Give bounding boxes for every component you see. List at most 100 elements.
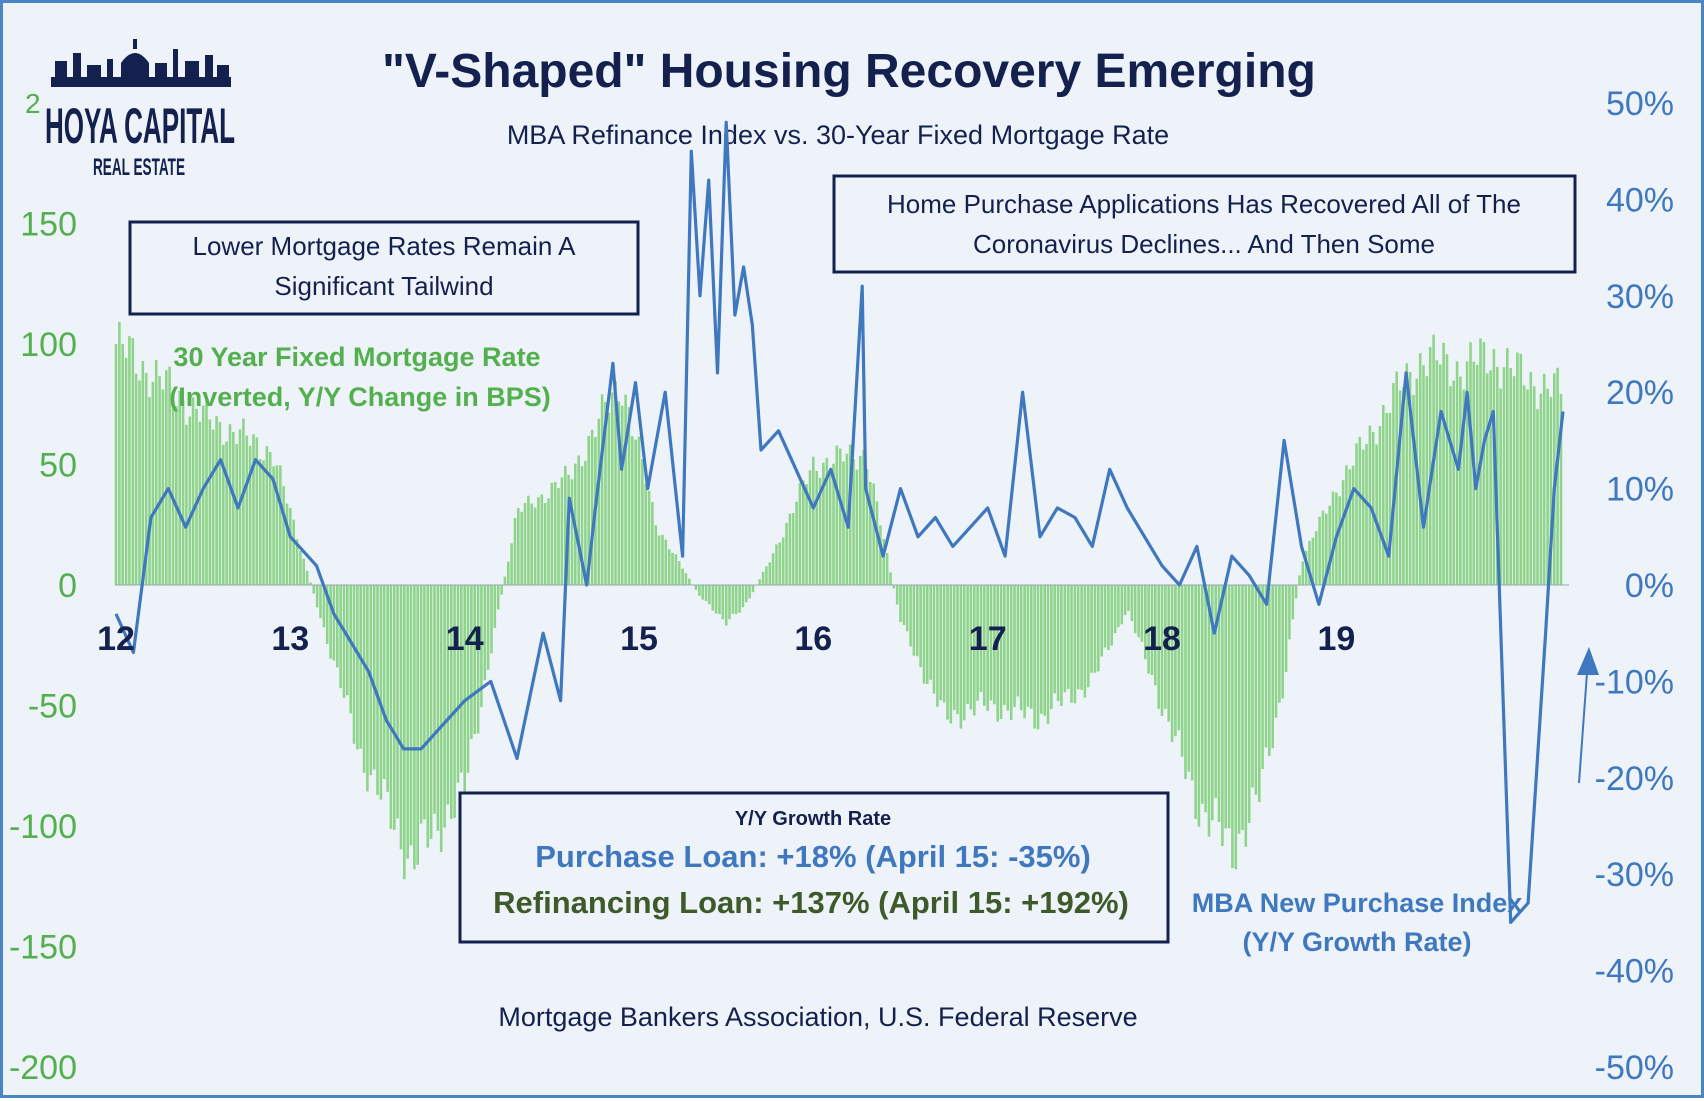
mortgage-rate-bar [1087,585,1090,687]
mortgage-rate-bar [1037,585,1040,729]
mortgage-rate-bar [799,483,802,585]
mortgage-rate-bar [712,585,715,611]
mortgage-rate-bar [1124,585,1127,615]
mortgage-rate-bar [698,585,701,596]
mortgage-rate-bar [815,471,818,585]
mortgage-rate-bar [765,566,768,585]
mortgage-rate-bar [541,494,544,585]
mortgage-rate-bar [906,585,909,631]
mortgage-rate-bar [1174,585,1177,736]
mortgage-rate-bar [577,456,580,586]
source-note: Mortgage Bankers Association, U.S. Feder… [498,1002,1137,1032]
left-axis-tick-label: -150 [9,929,77,967]
mortgage-rate-bar [185,425,188,585]
mortgage-rate-bar [135,374,138,585]
mortgage-rate-bar [1194,585,1197,819]
logo-line2: REAL ESTATE [93,154,185,181]
mortgage-rate-bar [373,585,376,770]
mortgage-rate-bar [356,585,359,750]
right-axis-tick-label: -10% [1595,663,1674,701]
mortgage-rate-bar [336,585,339,667]
mortgage-rate-bar [1114,585,1117,633]
mortgage-rate-bar [192,397,195,585]
mortgage-rate-bar [1067,585,1070,689]
mortgage-rate-bar [530,504,533,586]
mortgage-rate-bar [212,430,215,585]
mortgage-rate-bar [433,585,436,814]
mortgage-rate-bar [1419,353,1422,585]
mortgage-rate-bar [393,585,396,830]
mortgage-rate-bar [651,502,654,585]
mortgage-rate-bar [175,406,178,585]
mortgage-rate-bar [591,430,594,585]
mortgage-rate-bar [386,585,389,792]
mortgage-rate-bar [353,585,356,744]
mortgage-rate-bar [1251,585,1254,788]
mortgage-rate-bar [497,585,500,610]
mortgage-rate-bar [1422,365,1425,585]
mortgage-rate-bar [1452,381,1455,586]
mortgage-rate-bar [836,446,839,586]
mortgage-rate-bar [1281,585,1284,699]
mortgage-rate-bar [1322,511,1325,585]
mortgage-rate-bar [437,585,440,831]
mortgage-rate-bar [1483,342,1486,585]
mortgage-rate-bar [658,536,661,586]
mortgage-rate-bar [527,496,530,585]
mortgage-rate-bar [118,322,121,585]
mortgage-rate-bar [950,585,953,724]
mortgage-rate-bar [306,571,309,585]
mortgage-rate-bar [1265,585,1268,748]
mortgage-rate-bar [266,446,269,585]
mortgage-rate-bar [1184,585,1187,779]
mortgage-rate-label-line2: (Inverted, Y/Y Change in BPS) [169,382,551,412]
mortgage-rate-bar [1469,342,1472,585]
mortgage-rate-bar [1020,585,1023,710]
mortgage-rate-bar [219,422,222,585]
mortgage-rate-bar [467,585,470,773]
mortgage-rate-bar [943,585,946,703]
mortgage-rate-bar [276,465,279,585]
right-axis-ticks: 50%40%30%20%10%0%-10%-20%-30%-40%-50% [1595,85,1674,1087]
mortgage-rate-bar [1255,585,1258,795]
mortgage-rate-bar [644,484,647,585]
right-axis-tick-label: 20% [1606,374,1674,412]
mortgage-rate-bar [1449,386,1452,585]
mortgage-rate-bar [738,585,741,613]
mortgage-rate-bar [1248,585,1251,823]
mortgage-rate-bar [484,585,487,680]
mortgage-rate-bar [520,512,523,585]
mortgage-rate-bar [1027,585,1030,707]
mortgage-rate-bar [671,553,674,585]
left-axis-tick-label: 100 [20,326,77,364]
tailwind-annotation-box: Lower Mortgage Rates Remain A Significan… [130,222,638,314]
mortgage-rate-bar [252,434,255,585]
mortgage-rate-bar [1228,585,1231,828]
mortgage-rate-bar [416,585,419,865]
mortgage-rate-bar [246,436,249,585]
mortgage-rate-bar [742,585,745,607]
mortgage-rate-bar [1094,585,1097,673]
mortgage-rate-bar [1030,585,1033,709]
mortgage-rate-bar [1057,585,1060,701]
mortgage-rate-bar [477,585,480,734]
mortgage-rate-bar [634,440,637,585]
mortgage-rate-bar [655,525,658,585]
mortgage-rate-bar [802,480,805,585]
mortgage-rate-bar [1359,437,1362,585]
mortgage-rate-bar [668,549,671,585]
mortgage-rate-bar [380,585,383,800]
mortgage-rate-bar [504,577,507,585]
mortgage-rate-bar [732,585,735,614]
mortgage-rate-bar [447,585,450,804]
mortgage-rate-bar [1318,517,1321,585]
mortgage-rate-bar [856,470,859,585]
mortgage-rate-bar [1258,585,1261,802]
mortgage-rate-bar [517,508,520,585]
mortgage-rate-bar [158,376,161,585]
mortgage-rate-bar [685,573,688,585]
mortgage-rate-bar [1456,361,1459,585]
mortgage-rate-bar [805,484,808,585]
corner-tick-fragment: 2 [25,88,41,119]
